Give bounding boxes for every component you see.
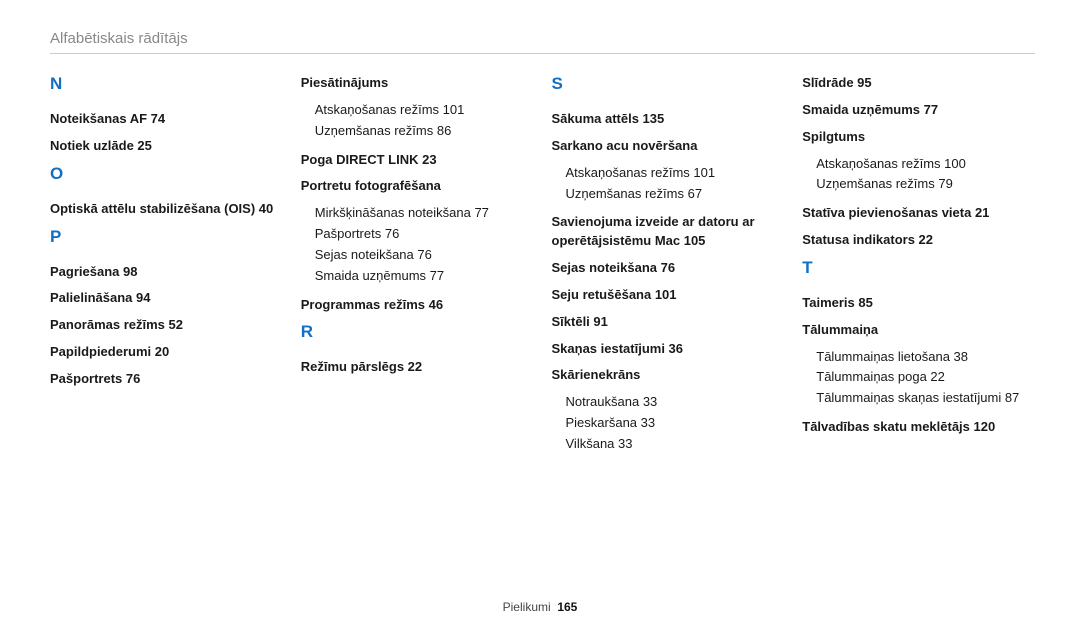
index-subentry: Uzņemšanas režīms 86 [315,122,534,141]
index-subentry: Vilkšana 33 [566,435,785,454]
index-columns: N Noteikšanas AF 74 Notiek uzlāde 25 O O… [50,74,1035,464]
index-entry: Poga DIRECT LINK 23 [301,151,534,170]
index-entry: Notiek uzlāde 25 [50,137,283,156]
footer-section-label: Pielikumi [503,600,551,614]
letter-p: P [50,227,283,247]
index-entry: Optiskā attēlu stabilizēšana (OIS) 40 [50,200,283,219]
index-entry: Skārienekrāns [552,366,785,385]
index-entry: Sākuma attēls 135 [552,110,785,129]
column-2: Piesātinājums Atskaņošanas režīms 101 Uz… [301,74,534,464]
index-entry: Palielināšana 94 [50,289,283,308]
index-entry: Papildpiederumi 20 [50,343,283,362]
letter-n: N [50,74,283,94]
index-entry: Statīva pievienošanas vieta 21 [802,204,1035,223]
index-group: Tālummaiņa Tālummaiņas lietošana 38 Tālu… [802,321,1035,408]
index-entry: Režīmu pārslēgs 22 [301,358,534,377]
index-subentry: Atskaņošanas režīms 100 [816,155,1035,174]
letter-r: R [301,322,534,342]
letter-o: O [50,164,283,184]
index-entry: Tālummaiņa [802,321,1035,340]
index-entry: Slīdrāde 95 [802,74,1035,93]
index-entry: Skaņas iestatījumi 36 [552,340,785,359]
index-subentry: Tālummaiņas lietošana 38 [816,348,1035,367]
index-subentry: Sejas noteikšana 76 [315,246,534,265]
index-entry: Tālvadības skatu meklētājs 120 [802,418,1035,437]
index-entry: Statusa indikators 22 [802,231,1035,250]
index-entry: Sīktēli 91 [552,313,785,332]
index-subentry: Tālummaiņas skaņas iestatījumi 87 [816,389,1035,408]
column-3: S Sākuma attēls 135 Sarkano acu novēršan… [552,74,785,464]
index-subentry: Uzņemšanas režīms 67 [566,185,785,204]
index-subentry: Atskaņošanas režīms 101 [566,164,785,183]
index-page: Alfabētiskais rādītājs N Noteikšanas AF … [0,0,1080,630]
index-subentry: Atskaņošanas režīms 101 [315,101,534,120]
index-subentry: Pieskaršana 33 [566,414,785,433]
index-entry: Portretu fotografēšana [301,177,534,196]
index-entry: Savienojuma izveide ar datoru ar operētā… [552,213,785,251]
index-group: Skārienekrāns Notraukšana 33 Pieskaršana… [552,366,785,453]
index-entry: Piesātinājums [301,74,534,93]
index-entry: Sejas noteikšana 76 [552,259,785,278]
index-entry: Smaida uzņēmums 77 [802,101,1035,120]
index-entry: Taimeris 85 [802,294,1035,313]
column-1: N Noteikšanas AF 74 Notiek uzlāde 25 O O… [50,74,283,464]
index-group: Sarkano acu novēršana Atskaņošanas režīm… [552,137,785,204]
letter-t: T [802,258,1035,278]
index-group: Piesātinājums Atskaņošanas režīms 101 Uz… [301,74,534,141]
index-subentry: Mirkšķināšanas noteikšana 77 [315,204,534,223]
index-subentry: Notraukšana 33 [566,393,785,412]
index-group: Spilgtums Atskaņošanas režīms 100 Uzņemš… [802,128,1035,195]
page-footer: Pielikumi 165 [0,600,1080,614]
index-entry: Seju retušēšana 101 [552,286,785,305]
index-entry: Programmas režīms 46 [301,296,534,315]
index-group: Portretu fotografēšana Mirkšķināšanas no… [301,177,534,285]
page-header: Alfabētiskais rādītājs [50,30,1035,54]
index-subentry: Smaida uzņēmums 77 [315,267,534,286]
index-subentry: Uzņemšanas režīms 79 [816,175,1035,194]
index-subentry: Pašportrets 76 [315,225,534,244]
column-4: Slīdrāde 95 Smaida uzņēmums 77 Spilgtums… [802,74,1035,464]
index-entry: Panorāmas režīms 52 [50,316,283,335]
index-subentry: Tālummaiņas poga 22 [816,368,1035,387]
index-entry: Pašportrets 76 [50,370,283,389]
index-entry: Pagriešana 98 [50,263,283,282]
index-entry: Sarkano acu novēršana [552,137,785,156]
footer-page-number: 165 [557,600,577,614]
index-entry: Spilgtums [802,128,1035,147]
letter-s: S [552,74,785,94]
index-entry: Noteikšanas AF 74 [50,110,283,129]
